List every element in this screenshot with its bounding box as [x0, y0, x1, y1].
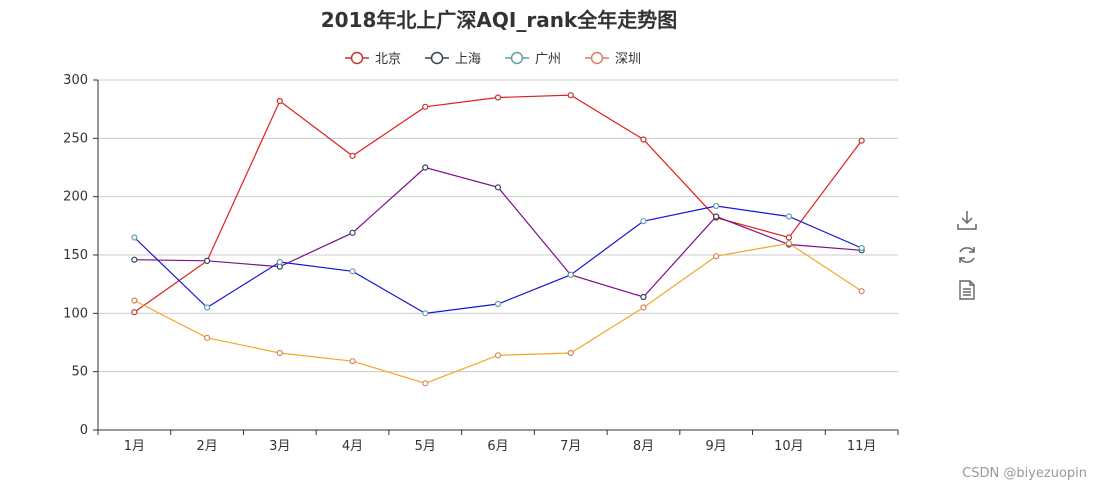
- legend-item[interactable]: 上海: [425, 51, 481, 67]
- data-point[interactable]: [640, 218, 647, 225]
- data-point[interactable]: [203, 334, 211, 341]
- y-tick-label: 200: [63, 190, 88, 205]
- series-0: [131, 92, 865, 316]
- series-line: [134, 94, 863, 313]
- data-point[interactable]: [494, 184, 502, 191]
- data-point[interactable]: [785, 240, 793, 247]
- data-point[interactable]: [276, 258, 283, 266]
- x-tick-label: 4月: [342, 439, 363, 454]
- y-tick-label: 0: [80, 423, 88, 438]
- x-tick-label: 3月: [269, 439, 290, 454]
- series-line: [133, 205, 862, 314]
- data-point[interactable]: [713, 202, 720, 210]
- x-tick-label: 6月: [487, 439, 508, 454]
- data-point[interactable]: [349, 229, 356, 236]
- legend-marker: [430, 51, 444, 65]
- data-point[interactable]: [131, 256, 138, 263]
- legend-item[interactable]: 北京: [345, 51, 401, 67]
- save-image-icon[interactable]: [955, 208, 979, 232]
- data-point[interactable]: [494, 352, 502, 359]
- watermark: CSDN @biyezuopin: [962, 466, 1087, 481]
- data-point[interactable]: [785, 213, 793, 220]
- legend-marker: [590, 51, 604, 65]
- data-point[interactable]: [640, 293, 647, 301]
- data-point[interactable]: [349, 152, 356, 159]
- series-3: [131, 240, 865, 387]
- chart-title: 2018年北上广深AQI_rank全年走势图: [321, 8, 677, 32]
- data-point[interactable]: [422, 380, 429, 387]
- data-point[interactable]: [131, 234, 138, 241]
- x-tick-label: 5月: [415, 439, 436, 454]
- data-point[interactable]: [131, 309, 138, 316]
- y-tick-label: 100: [63, 306, 88, 321]
- data-point[interactable]: [567, 349, 574, 357]
- legend-label: 上海: [455, 52, 481, 67]
- legend-marker: [510, 51, 524, 65]
- data-point[interactable]: [858, 288, 865, 295]
- legend-label: 深圳: [615, 52, 641, 67]
- legend-item[interactable]: 广州: [505, 51, 561, 67]
- series-lines: [131, 92, 865, 387]
- data-point[interactable]: [422, 103, 429, 110]
- x-tick-label: 2月: [196, 439, 217, 454]
- grid-lines: [98, 79, 898, 373]
- x-axis: 1月 2月 3月 4月 5月 6月 7月 8月 9月 10月 11月: [97, 429, 899, 454]
- x-tick-label: 10月: [774, 439, 804, 454]
- legend-label: 北京: [375, 52, 401, 67]
- series-2: [131, 202, 865, 317]
- data-point[interactable]: [858, 137, 865, 144]
- x-tick-label: 8月: [633, 439, 654, 454]
- data-point[interactable]: [567, 271, 574, 278]
- data-point[interactable]: [203, 304, 211, 311]
- data-point[interactable]: [422, 310, 429, 317]
- y-tick-label: 300: [63, 73, 88, 88]
- data-point[interactable]: [640, 304, 647, 311]
- y-tick-label: 50: [71, 365, 88, 380]
- data-point[interactable]: [494, 300, 502, 308]
- series-1: [131, 164, 865, 301]
- data-point[interactable]: [203, 257, 211, 264]
- data-point[interactable]: [713, 213, 720, 220]
- restore-icon[interactable]: [955, 243, 979, 267]
- data-point[interactable]: [349, 358, 356, 365]
- data-point[interactable]: [858, 244, 865, 252]
- data-point[interactable]: [422, 164, 429, 171]
- x-tick-label: 7月: [560, 439, 581, 454]
- data-point[interactable]: [640, 136, 647, 143]
- legend: 北京 上海 广州 深圳: [345, 51, 641, 67]
- data-point[interactable]: [349, 268, 356, 275]
- x-tick-label: 1月: [124, 439, 145, 454]
- legend-marker: [350, 51, 364, 65]
- legend-item[interactable]: 深圳: [585, 51, 641, 67]
- y-axis: 0 50 100 150 200 250 300: [63, 73, 99, 438]
- data-point[interactable]: [713, 253, 720, 260]
- data-point[interactable]: [785, 234, 793, 241]
- data-point[interactable]: [276, 97, 283, 105]
- data-point[interactable]: [494, 94, 502, 101]
- x-tick-label: 11月: [847, 439, 877, 454]
- data-point[interactable]: [276, 349, 283, 357]
- toolbox: [955, 208, 979, 302]
- data-point[interactable]: [567, 92, 574, 99]
- x-tick-label: 9月: [706, 439, 727, 454]
- legend-label: 广州: [535, 52, 561, 67]
- y-tick-label: 150: [63, 248, 88, 263]
- y-tick-label: 250: [63, 131, 88, 146]
- data-view-icon[interactable]: [957, 278, 977, 302]
- data-point[interactable]: [131, 297, 138, 304]
